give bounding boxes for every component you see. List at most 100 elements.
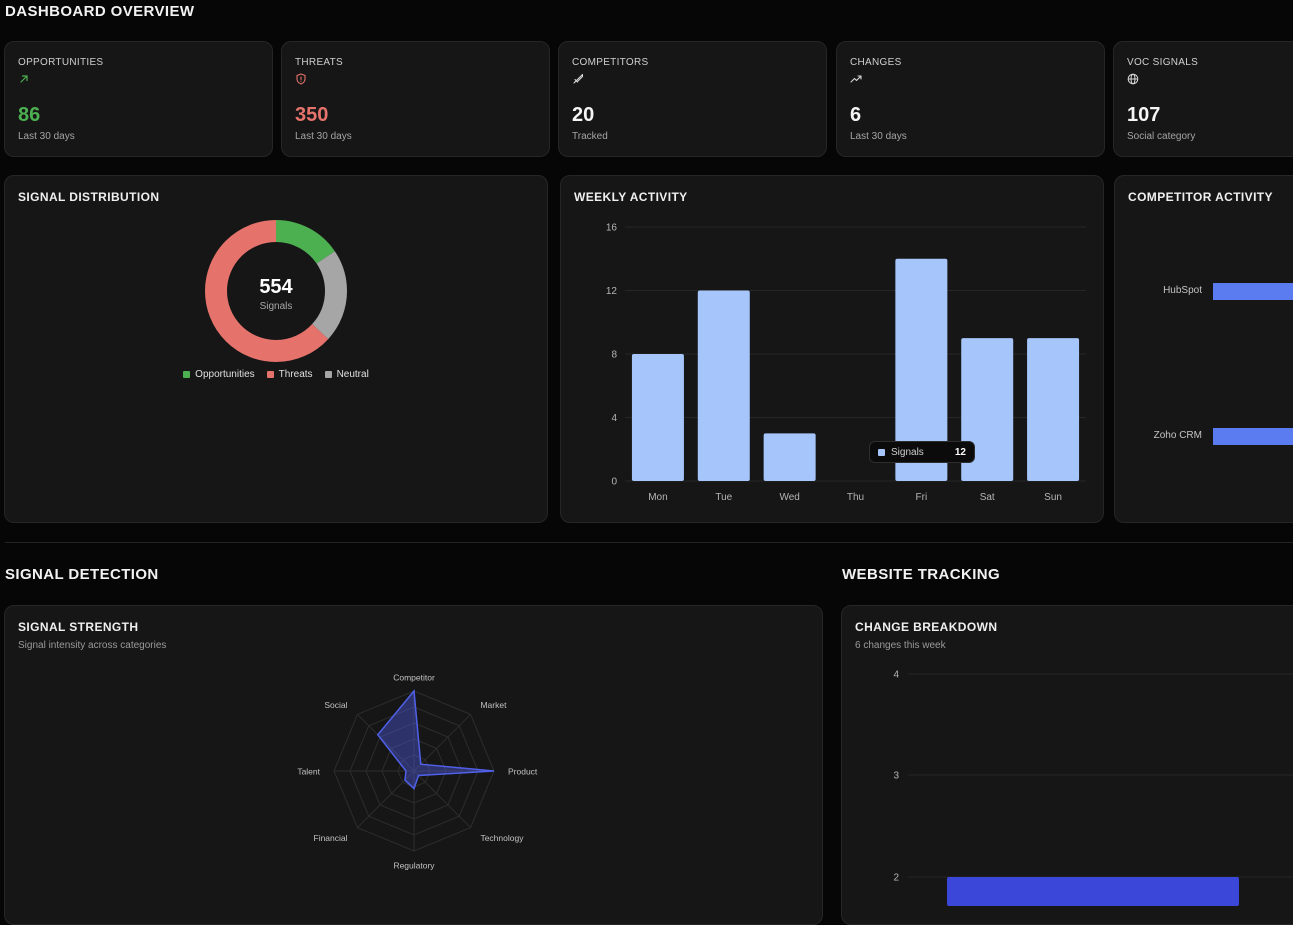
stat-card-threats[interactable]: THREATS 350 Last 30 days bbox=[281, 41, 550, 157]
stat-label: VOC SIGNALS bbox=[1127, 57, 1199, 68]
card-title: WEEKLY ACTIVITY bbox=[574, 190, 688, 204]
page-title: DASHBOARD OVERVIEW bbox=[5, 3, 195, 20]
shield-alert-icon bbox=[296, 73, 306, 85]
donut-chart bbox=[205, 220, 347, 362]
stat-card-voc-signals[interactable]: VOC SIGNALS 107 Social category bbox=[1113, 41, 1293, 157]
stat-value: 107 bbox=[1127, 104, 1161, 126]
legend-item-opportunities[interactable]: Opportunities bbox=[183, 369, 255, 380]
card-subtitle: Signal intensity across categories bbox=[18, 640, 167, 651]
stat-label: COMPETITORS bbox=[572, 57, 649, 68]
weekly-activity-card: WEEKLY ACTIVITY 0 4 8 12 16 Mon Tue Wed Thu Fri Sa… bbox=[560, 175, 1104, 523]
tooltip-label: Signals bbox=[891, 446, 924, 458]
x-tick-label: Sat bbox=[980, 492, 995, 503]
y-tick-label: 4 bbox=[611, 413, 617, 424]
competitor-activity-card: COMPETITOR ACTIVITY HubSpot Zoho CRM bbox=[1114, 175, 1293, 523]
y-tick-label: 2 bbox=[893, 873, 899, 884]
y-tick-label: 12 bbox=[606, 286, 618, 297]
card-title: CHANGE BREAKDOWN bbox=[855, 620, 998, 634]
radar-label: Product bbox=[508, 767, 538, 777]
globe-icon bbox=[1127, 73, 1139, 85]
donut-legend: Opportunities Threats Neutral bbox=[5, 369, 547, 380]
competitor-label: Zoho CRM bbox=[1153, 430, 1202, 441]
stat-label: OPPORTUNITIES bbox=[18, 57, 104, 68]
bar-wed[interactable] bbox=[763, 433, 816, 481]
x-tick-label: Thu bbox=[847, 492, 864, 503]
tooltip-swatch bbox=[878, 448, 885, 456]
trending-up-icon bbox=[850, 75, 862, 83]
donut-slice-threats[interactable] bbox=[205, 220, 347, 362]
change-bar-chart: 4 3 2 bbox=[893, 670, 1293, 906]
stat-label: THREATS bbox=[295, 57, 344, 68]
card-title: COMPETITOR ACTIVITY bbox=[1128, 190, 1273, 204]
change-breakdown-card: CHANGE BREAKDOWN 6 changes this week 4 3 2 bbox=[841, 605, 1293, 925]
bar-tue[interactable] bbox=[697, 290, 750, 482]
signal-strength-card: SIGNAL STRENGTH Signal intensity across … bbox=[4, 605, 823, 925]
stat-card-competitors[interactable]: COMPETITORS 20 Tracked bbox=[558, 41, 827, 157]
signal-distribution-card: SIGNAL DISTRIBUTION 554 Signals Opportun… bbox=[4, 175, 548, 523]
donut-label: Signals bbox=[259, 301, 293, 312]
radar-label: Market bbox=[480, 700, 507, 710]
y-tick-label: 4 bbox=[893, 670, 899, 681]
section-title-signal-detection: SIGNAL DETECTION bbox=[5, 566, 159, 583]
bar-fri[interactable] bbox=[895, 258, 948, 481]
radar-axis bbox=[413, 770, 471, 828]
change-bar[interactable] bbox=[947, 877, 1239, 906]
stat-sub: Last 30 days bbox=[850, 131, 907, 142]
card-title: SIGNAL STRENGTH bbox=[18, 620, 139, 634]
radar-label: Financial bbox=[314, 833, 348, 843]
stat-label: CHANGES bbox=[850, 57, 902, 68]
x-tick-label: Fri bbox=[916, 492, 928, 503]
competitor-bar[interactable] bbox=[1213, 283, 1293, 300]
radar-label: Technology bbox=[480, 833, 524, 843]
legend-item-threats[interactable]: Threats bbox=[266, 369, 313, 380]
stat-card-changes[interactable]: CHANGES 6 Last 30 days bbox=[836, 41, 1105, 157]
legend-swatch bbox=[324, 371, 332, 378]
legend-swatch bbox=[183, 371, 191, 378]
stat-value: 86 bbox=[18, 104, 41, 126]
y-tick-label: 0 bbox=[611, 477, 617, 488]
bar-sun[interactable] bbox=[1027, 338, 1080, 481]
stat-sub: Social category bbox=[1127, 131, 1196, 142]
legend-item-neutral[interactable]: Neutral bbox=[324, 369, 369, 380]
radar-chart: Competitor Market Product Technology Regulat… bbox=[297, 673, 538, 871]
competitor-bar[interactable] bbox=[1213, 428, 1293, 445]
x-tick-label: Sun bbox=[1044, 492, 1062, 503]
section-divider bbox=[5, 542, 1293, 543]
legend-swatch bbox=[266, 371, 274, 378]
chart-tooltip: Signals 12 bbox=[869, 441, 975, 463]
stat-sub: Last 30 days bbox=[18, 131, 75, 142]
x-tick-label: Mon bbox=[648, 492, 667, 503]
radar-axis bbox=[357, 714, 415, 772]
stat-value: 350 bbox=[295, 104, 329, 126]
competitor-label: HubSpot bbox=[1163, 285, 1202, 296]
x-tick-label: Tue bbox=[715, 492, 732, 503]
card-title: SIGNAL DISTRIBUTION bbox=[18, 190, 160, 204]
radar-label: Social bbox=[324, 700, 347, 710]
radar-label: Regulatory bbox=[393, 861, 435, 871]
legend-label: Threats bbox=[278, 369, 313, 380]
sword-icon bbox=[573, 73, 584, 84]
stat-card-opportunities[interactable]: OPPORTUNITIES 86 Last 30 days bbox=[4, 41, 273, 157]
donut-total: 554 bbox=[259, 276, 293, 298]
radar-series[interactable] bbox=[376, 689, 495, 790]
legend-label: Neutral bbox=[336, 369, 369, 380]
weekly-bar-chart: 0 4 8 12 16 Mon Tue Wed Thu Fri Sat Sun bbox=[606, 223, 1086, 503]
arrow-up-right-icon bbox=[20, 75, 28, 83]
radar-axis bbox=[413, 714, 471, 772]
radar-label: Talent bbox=[297, 767, 320, 777]
section-title-website-tracking: WEBSITE TRACKING bbox=[842, 566, 1001, 583]
stat-value: 20 bbox=[572, 104, 595, 126]
bar-mon[interactable] bbox=[631, 354, 684, 481]
y-tick-label: 16 bbox=[606, 223, 618, 234]
card-subtitle: 6 changes this week bbox=[855, 640, 946, 651]
radar-label: Competitor bbox=[393, 673, 435, 683]
tooltip-value: 12 bbox=[954, 446, 966, 458]
donut-slice-neutral[interactable] bbox=[205, 220, 347, 362]
legend-label: Opportunities bbox=[195, 369, 255, 380]
y-tick-label: 8 bbox=[611, 350, 617, 361]
stat-sub: Last 30 days bbox=[295, 131, 352, 142]
stat-sub: Tracked bbox=[572, 131, 608, 142]
x-tick-label: Wed bbox=[779, 492, 799, 503]
stat-value: 6 bbox=[850, 104, 862, 126]
y-tick-label: 3 bbox=[893, 771, 899, 782]
